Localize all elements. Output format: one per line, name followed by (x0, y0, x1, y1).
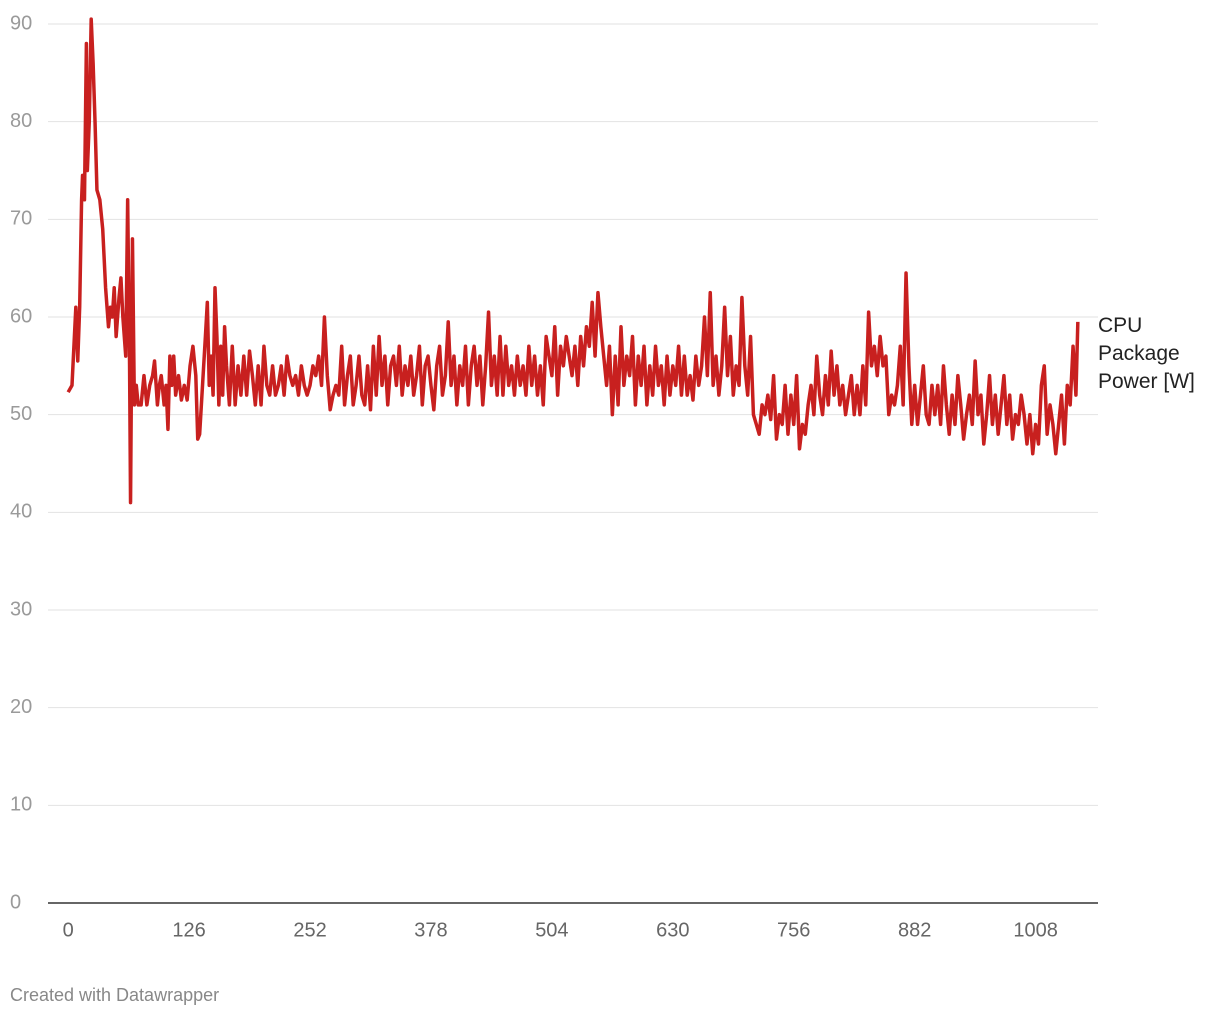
x-tick-label: 126 (172, 919, 205, 941)
x-tick-label: 882 (898, 919, 931, 941)
y-tick-label: 0 (10, 891, 21, 913)
series-label: CPU Package Power [W] (1098, 314, 1195, 393)
y-tick-label: 40 (10, 501, 32, 523)
x-tick-label: 504 (535, 919, 568, 941)
y-tick-label: 10 (10, 794, 32, 816)
y-tick-label: 80 (10, 110, 32, 132)
x-tick-label: 252 (293, 919, 326, 941)
line (66, 17, 1080, 505)
x-tick-label: 756 (777, 919, 810, 941)
x-tick-label: 1008 (1013, 919, 1058, 941)
x-tick-label: 0 (63, 919, 74, 941)
y-tick-label: 50 (10, 403, 32, 425)
y-tick-label: 20 (10, 696, 32, 718)
y-tick-label: 60 (10, 305, 32, 327)
x-tick-label: 378 (414, 919, 447, 941)
y-tick-label: 70 (10, 208, 32, 230)
y-tick-label: 90 (10, 12, 32, 34)
footer: Created with Datawrapper (10, 985, 220, 1005)
x-tick-label: 630 (656, 919, 689, 941)
y-tick-label: 30 (10, 598, 32, 620)
